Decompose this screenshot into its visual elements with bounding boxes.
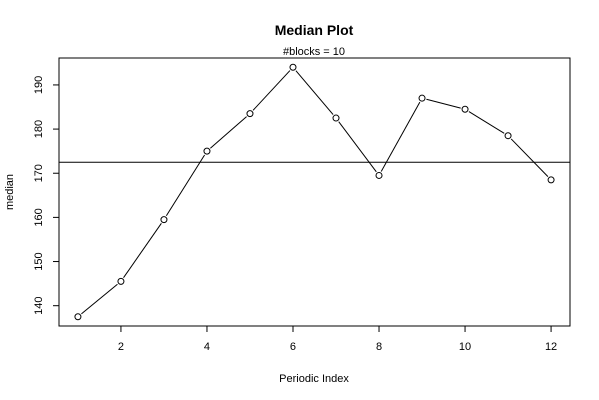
data-point xyxy=(375,171,383,179)
series-segment xyxy=(81,283,118,315)
data-point xyxy=(246,110,254,118)
y-tick-label: 170 xyxy=(33,164,45,182)
data-point xyxy=(289,63,297,71)
data-point xyxy=(547,176,555,184)
series-segment xyxy=(165,154,205,217)
x-tick-label: 4 xyxy=(204,341,210,353)
y-tick-label: 160 xyxy=(33,208,45,226)
series-segment xyxy=(210,116,247,149)
x-tick-label: 8 xyxy=(376,341,382,353)
series-segment xyxy=(380,101,421,172)
y-tick-label: 180 xyxy=(33,120,45,138)
data-point xyxy=(74,313,82,321)
y-tick-label: 150 xyxy=(33,252,45,270)
data-point xyxy=(203,147,211,155)
plot-frame xyxy=(58,57,571,327)
x-tick-label: 12 xyxy=(545,341,557,353)
data-point xyxy=(461,105,469,113)
data-point xyxy=(332,114,340,122)
series-segment xyxy=(252,70,291,111)
data-point xyxy=(160,216,168,224)
series-segment xyxy=(468,111,505,134)
data-point xyxy=(418,94,426,102)
y-axis-label: median xyxy=(4,174,16,210)
x-tick-label: 6 xyxy=(290,341,296,353)
chart-subtitle: #blocks = 10 xyxy=(283,46,345,58)
series-segment xyxy=(123,223,162,278)
series-median xyxy=(74,63,555,321)
data-point xyxy=(504,132,512,140)
series-segment xyxy=(295,70,334,115)
x-axis: 2 4 6 8 10 12 xyxy=(118,325,557,353)
y-tick-label: 140 xyxy=(33,297,45,315)
y-axis: 140 150 160 170 180 190 xyxy=(33,76,60,315)
series-segment xyxy=(426,98,461,109)
x-tick-label: 10 xyxy=(459,341,471,353)
series-segment xyxy=(338,121,377,173)
data-point xyxy=(117,277,125,285)
y-tick-label: 190 xyxy=(33,76,45,94)
series-segment xyxy=(510,138,549,177)
x-tick-label: 2 xyxy=(118,341,124,353)
chart-title: Median Plot xyxy=(275,22,354,38)
x-axis-label: Periodic Index xyxy=(279,373,349,385)
